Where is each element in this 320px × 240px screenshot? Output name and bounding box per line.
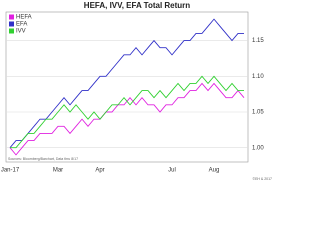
chart-title: HEFA, IVV, EFA Total Return — [84, 1, 191, 10]
legend-label: HEFA — [16, 15, 32, 21]
chart: HEFA, IVV, EFA Total Return Sources: Blo… — [1, 1, 272, 181]
legend-label: IVV — [16, 29, 26, 35]
x-tick-label: Apr — [95, 168, 104, 174]
x-tick-label: Aug — [209, 168, 220, 174]
x-tick-label: Jul — [168, 168, 176, 174]
copyright: ©EH & 2017 — [252, 177, 272, 181]
source-note: Sources: Bloomberg/Barchart, Data thru 8… — [8, 157, 78, 161]
series-line — [9, 18, 244, 149]
legend-swatch — [9, 28, 14, 34]
legend-label: EFA — [16, 22, 27, 28]
y-tick-label: 1.10 — [252, 74, 264, 80]
legend-swatch — [9, 14, 14, 20]
legend-swatch — [9, 21, 14, 27]
y-tick-label: 1.00 — [252, 145, 264, 151]
y-tick-label: 1.05 — [252, 110, 264, 116]
x-tick-label: Jan-17 — [1, 168, 20, 174]
series-line — [10, 75, 244, 149]
plot-frame — [5, 11, 249, 163]
y-tick-label: 1.15 — [252, 38, 264, 44]
x-tick-label: Mar — [53, 168, 63, 174]
